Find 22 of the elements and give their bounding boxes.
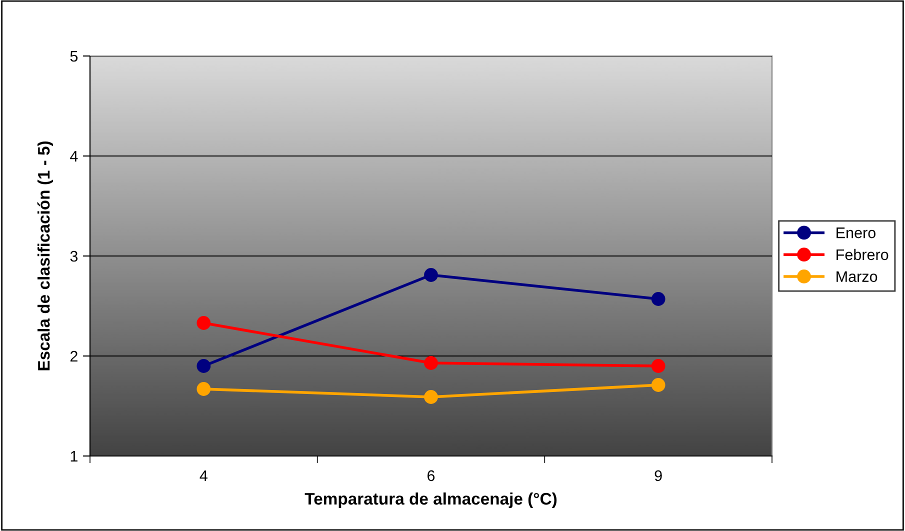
legend-label: Enero — [836, 228, 876, 238]
point — [424, 268, 438, 282]
point — [651, 359, 666, 373]
y-tick-label: 2 — [70, 350, 78, 362]
x-tick-label: 4 — [200, 470, 208, 481]
y-axis-title: Escala de clasificación (1 - 5) — [37, 141, 54, 370]
legend-label: Marzo — [836, 271, 878, 282]
point — [651, 378, 666, 392]
x-tick-label: 9 — [654, 470, 662, 482]
legend-label: Febrero — [836, 248, 888, 260]
point — [424, 356, 438, 370]
x-tick-label: 6 — [428, 470, 435, 482]
y-tick-label: 1 — [70, 451, 78, 462]
point — [651, 292, 666, 306]
point — [196, 316, 211, 330]
x-axis-title: Temparatura de almacenaje (°C) — [304, 492, 557, 508]
y-tick-label: 5 — [70, 51, 78, 62]
point — [424, 390, 438, 404]
y-tick-label: 3 — [70, 250, 78, 262]
y-tick-label: 4 — [70, 151, 78, 162]
point — [196, 359, 211, 373]
point — [196, 382, 211, 396]
